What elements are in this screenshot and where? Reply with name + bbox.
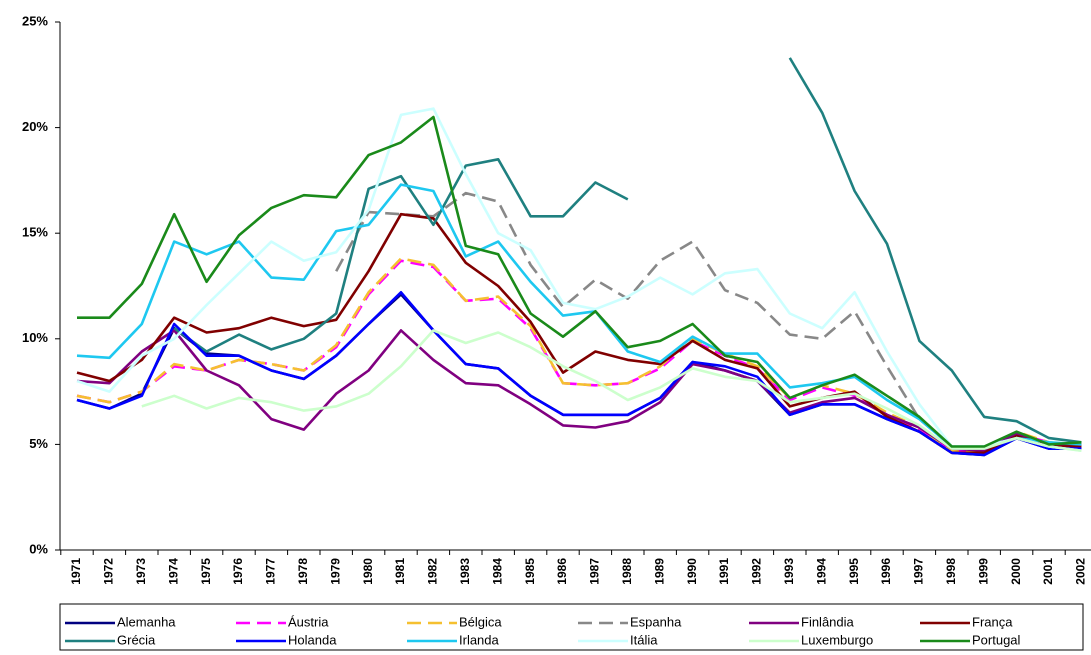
y-tick-label: 20% xyxy=(22,119,48,134)
x-tick-label: 1973 xyxy=(134,558,148,585)
series-line xyxy=(76,107,1082,452)
legend-label: Áustria xyxy=(288,614,329,629)
x-tick-label: 2000 xyxy=(1009,558,1023,585)
x-tick-label: 1998 xyxy=(944,558,958,585)
x-tick-label: 1975 xyxy=(199,558,213,585)
y-tick-label: 25% xyxy=(22,13,48,28)
x-tick-label: 1993 xyxy=(782,558,796,585)
x-tick-label: 1981 xyxy=(393,558,407,585)
x-tick-label: 1997 xyxy=(912,558,926,585)
series-line xyxy=(76,291,1082,457)
legend-label: Irlanda xyxy=(459,632,500,647)
x-tick-label: 1982 xyxy=(426,558,440,585)
x-tick-label: 1974 xyxy=(166,558,180,585)
x-tick-label: 1983 xyxy=(458,558,472,585)
legend-label: Portugal xyxy=(972,632,1021,647)
legend-label: Grécia xyxy=(117,632,156,647)
series-line xyxy=(77,115,1082,448)
legend-label: Espanha xyxy=(630,614,682,629)
y-tick-label: 15% xyxy=(22,225,48,240)
legend-label: Bélgica xyxy=(459,614,502,629)
x-tick-label: 1979 xyxy=(328,558,342,585)
x-tick-label: 1990 xyxy=(685,558,699,585)
x-tick-label: 1987 xyxy=(588,558,602,585)
y-tick-label: 0% xyxy=(29,541,48,556)
x-tick-label: 1971 xyxy=(69,558,83,585)
series-line xyxy=(173,158,629,353)
x-tick-label: 1972 xyxy=(102,558,116,585)
x-tick-label: 1980 xyxy=(361,558,375,585)
x-tick-label: 1992 xyxy=(750,558,764,585)
series-line xyxy=(788,57,1082,444)
y-tick-label: 5% xyxy=(29,436,48,451)
x-tick-label: 1986 xyxy=(555,558,569,585)
series-line xyxy=(76,329,1082,452)
x-tick-label: 1988 xyxy=(620,558,634,585)
x-tick-label: 2001 xyxy=(1041,558,1055,585)
x-tick-label: 1976 xyxy=(231,558,245,585)
y-tick-label: 10% xyxy=(22,330,48,345)
legend-label: Finlândia xyxy=(801,614,855,629)
legend-box xyxy=(59,603,1084,651)
x-tick-label: 1995 xyxy=(847,558,861,585)
legend-label: Alemanha xyxy=(117,614,176,629)
series-line xyxy=(335,191,1082,450)
series-line xyxy=(76,183,1082,448)
x-tick-label: 1994 xyxy=(814,558,828,585)
x-tick-label: 2002 xyxy=(1074,558,1088,585)
series-line xyxy=(141,329,1082,452)
x-tick-label: 1977 xyxy=(264,558,278,585)
x-tick-label: 1999 xyxy=(976,558,990,585)
legend-label: Holanda xyxy=(288,632,337,647)
series-line xyxy=(76,259,1082,452)
x-tick-label: 1984 xyxy=(490,558,504,585)
legend-label: França xyxy=(972,614,1013,629)
x-tick-label: 1996 xyxy=(879,558,893,585)
x-tick-label: 1985 xyxy=(523,558,537,585)
legend-label: Luxemburgo xyxy=(801,632,873,647)
legend-label: Itália xyxy=(630,632,658,647)
x-tick-label: 1989 xyxy=(652,558,666,585)
x-tick-label: 1978 xyxy=(296,558,310,585)
x-tick-label: 1991 xyxy=(717,558,731,585)
